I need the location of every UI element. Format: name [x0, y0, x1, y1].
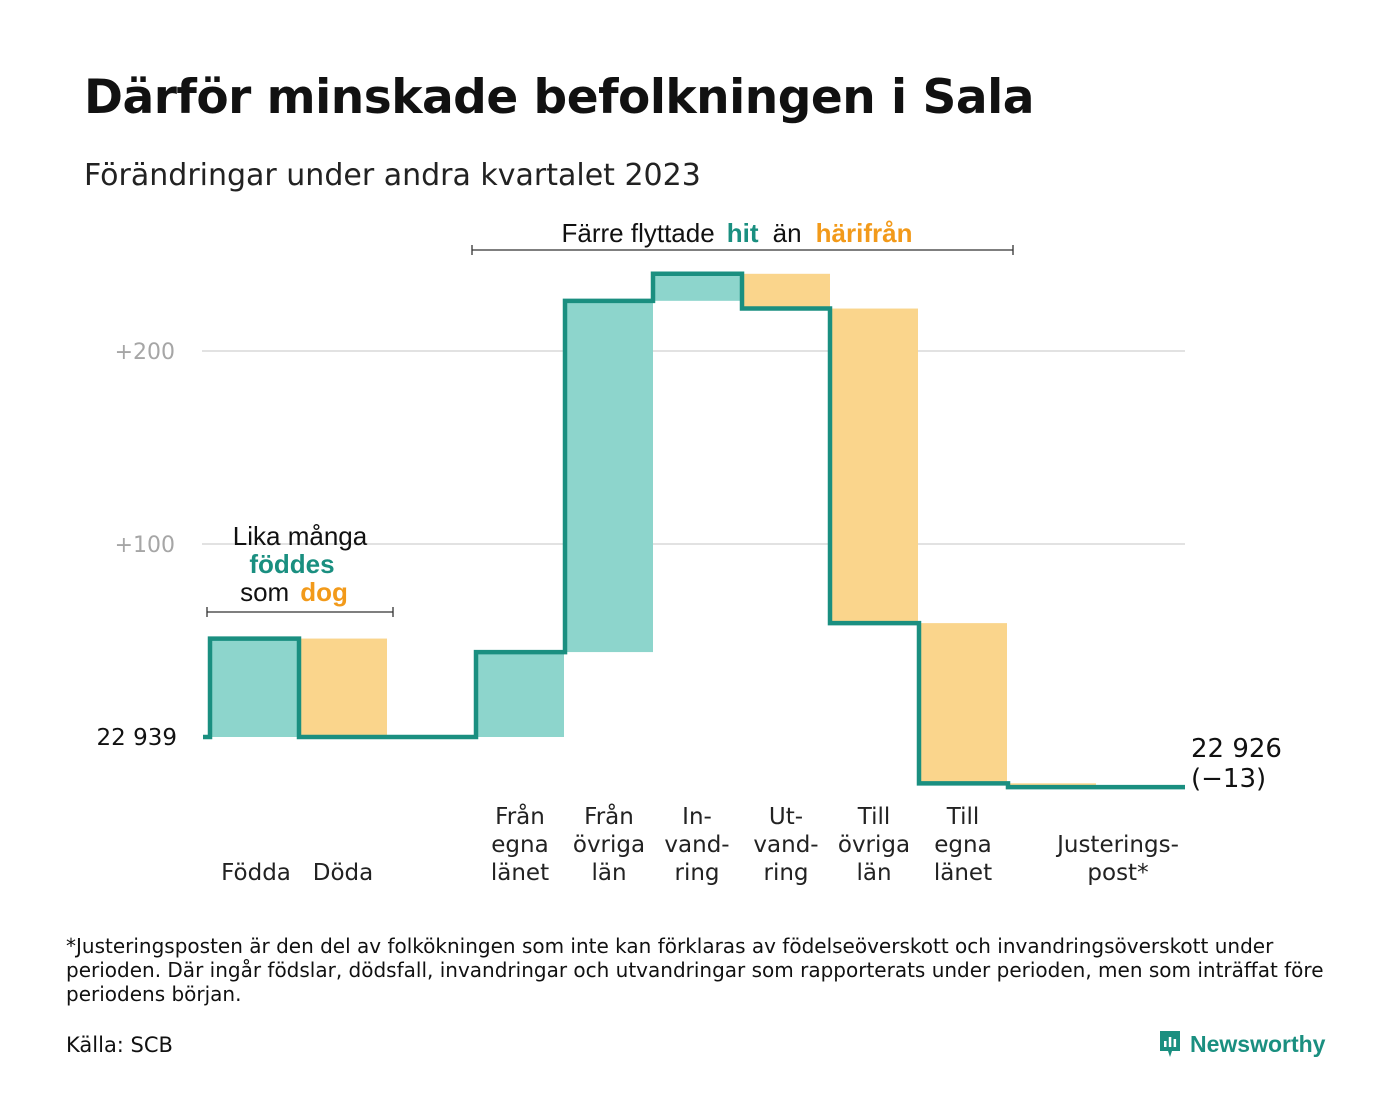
category-label-line: Justerings- — [1055, 832, 1179, 858]
annotation-born-word: föddes — [249, 549, 334, 579]
newsworthy-logo-icon — [1160, 1031, 1180, 1057]
annotation-line3: som dog — [240, 577, 348, 607]
category-label-line: övriga — [838, 832, 910, 858]
annotation-line1: Lika många — [233, 521, 368, 551]
brand-name: Newsworthy — [1190, 1030, 1326, 1057]
category-label: Födda — [221, 860, 291, 886]
annotation-prefix: Färre flyttade — [562, 218, 715, 248]
category-label-line: Ut- — [769, 804, 803, 830]
brand-logo[interactable]: Newsworthy — [1158, 1028, 1325, 1060]
category-label-line: ring — [674, 860, 719, 886]
y-tick-label: 22 939 — [97, 725, 177, 751]
category-label-line: ring — [763, 860, 808, 886]
y-tick-label: +200 — [115, 340, 175, 365]
category-label: Från egna länet — [491, 802, 549, 886]
bar — [919, 623, 1007, 784]
bar — [565, 300, 653, 653]
annotation-migration-text: Färre flyttade hit än härifrån — [562, 218, 913, 248]
natural-change-annotation: Lika många föddes som dog — [206, 521, 394, 617]
bar — [653, 273, 741, 301]
category-label-line: Till — [857, 804, 891, 830]
migration-annotation: Färre flyttade hit än härifrån — [471, 218, 1014, 255]
bar — [830, 308, 918, 624]
footnote: *Justeringsposten är den del av folkökni… — [66, 934, 1324, 1006]
annotation-died-word: dog — [300, 577, 348, 607]
bar — [210, 638, 298, 737]
category-label-line: Till — [946, 804, 980, 830]
migration-bracket — [471, 245, 1014, 255]
category-label: Till egna länet — [934, 804, 992, 886]
category-label: Från övriga län — [573, 802, 645, 886]
y-tick-label: +100 — [115, 533, 175, 558]
annotation-in-word: hit — [727, 218, 759, 248]
category-label-line: egna — [934, 832, 991, 858]
step-line — [203, 271, 1185, 790]
category-label-line: länet — [491, 860, 549, 886]
category-label-line: In- — [682, 804, 712, 830]
category-label-line: post* — [1087, 860, 1148, 886]
end-value-label: 22 926 — [1191, 734, 1282, 764]
category-label-line: Döda — [313, 860, 373, 886]
category-label-line: län — [856, 860, 891, 886]
annotation-som-word: som — [240, 577, 289, 607]
category-label: Döda — [313, 860, 373, 886]
category-label: Justerings-post* — [1055, 832, 1179, 886]
category-label: Ut-vand-ring — [753, 804, 818, 886]
y-tick-labels: 22 939 +100 +200 — [97, 340, 177, 751]
bar — [476, 652, 564, 737]
step-line-group — [203, 271, 1185, 790]
category-label-line: Födda — [221, 860, 291, 886]
natural-bracket — [206, 607, 394, 617]
source: Källa: SCB — [66, 1033, 173, 1057]
category-label-line: Från — [495, 802, 545, 830]
end-change-label: (−13) — [1191, 764, 1266, 794]
annotation-out-word: härifrån — [816, 218, 913, 248]
chart-title: Därför minskade befolkningen i Sala — [84, 70, 1034, 125]
category-label-line: län — [591, 860, 626, 886]
annotation-an-word: än — [773, 218, 802, 248]
bar — [742, 273, 830, 309]
category-label-line: Från — [584, 802, 634, 830]
chart-subtitle: Förändringar under andra kvartalet 2023 — [84, 158, 701, 193]
category-label: In-vand-ring — [664, 804, 729, 886]
category-label-line: vand- — [664, 832, 729, 858]
category-label: Till övriga län — [838, 804, 910, 886]
category-label-line: länet — [934, 860, 992, 886]
grid-lines — [202, 350, 1185, 545]
category-label-line: egna — [491, 832, 548, 858]
bar — [299, 638, 387, 737]
bars — [210, 273, 1096, 788]
category-label-line: övriga — [573, 832, 645, 858]
category-label-line: vand- — [753, 832, 818, 858]
